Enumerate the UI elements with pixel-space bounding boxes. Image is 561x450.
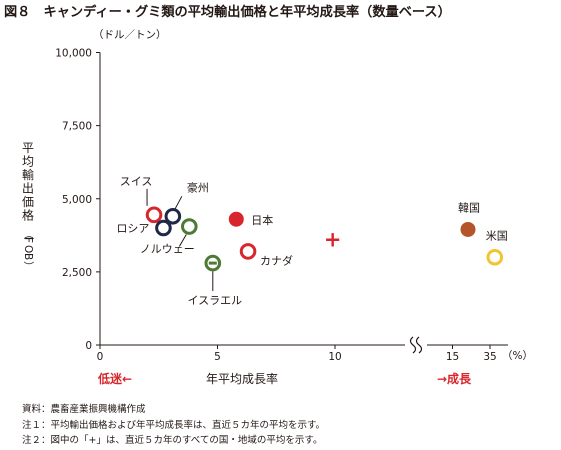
note-1: 注１：平均輸出価格および年平均成長率は、直近５カ年の平均を示す。 — [22, 419, 325, 431]
data-point — [486, 248, 504, 266]
y-axis-title-char: 価 — [22, 195, 34, 209]
point-label: ノルウェー — [140, 243, 195, 256]
x-axis-unit: （%） — [502, 350, 533, 362]
point-label: ロシア — [116, 222, 149, 235]
y-tick-label: 2,500 — [62, 267, 92, 279]
y-tick-label: 0 — [85, 340, 92, 352]
y-axis-title-char: 格 — [22, 208, 34, 223]
note-2: 注２：図中の「+」は、直近５カ年のすべての国・地域の平均を示す。 — [22, 434, 322, 446]
x-tick-label: 5 — [214, 351, 221, 363]
chart-title: 図８ キャンディー・グミ類の平均輸出価格と年平均成長率（数量ベース） — [4, 3, 451, 20]
x-tick-label: 0 — [97, 351, 104, 363]
y-axis-title: 平均輸出価格 （FOB） — [22, 141, 34, 272]
point-label: 米国 — [486, 229, 508, 242]
y-tick-label: 7,500 — [62, 121, 92, 133]
x-tick-label: 35 — [483, 351, 496, 363]
point-label: 韓国 — [458, 201, 480, 214]
y-axis-title-char: （ — [22, 229, 34, 240]
point-label: イスラエル — [187, 294, 242, 307]
point-label: 豪州 — [187, 180, 209, 194]
data-point — [155, 219, 172, 237]
plot-area: 02,5005,0007,50010,000051015202535スイス豪州ロ… — [55, 48, 508, 363]
average-marker: + — [324, 228, 342, 252]
point-label: 日本 — [251, 213, 273, 227]
point-leader-line — [178, 234, 187, 247]
y-axis-title-char: B — [22, 253, 34, 260]
axis-break-mark-left — [409, 336, 417, 354]
y-axis-title-char: O — [22, 245, 34, 253]
x-axis-title: 年平均成長率 — [206, 371, 278, 386]
direction-right-label: →成長 — [437, 371, 472, 386]
y-axis-unit: （ドル／トン） — [93, 29, 167, 41]
y-axis-title-char: ） — [22, 261, 34, 272]
y-axis-title-char: 均 — [22, 155, 34, 169]
data-point — [181, 218, 198, 235]
data-point — [460, 221, 476, 237]
x-tick-label: 10 — [328, 351, 341, 363]
y-axis-title-char: 平 — [22, 141, 34, 155]
data-point — [228, 211, 244, 227]
x-tick-label: 15 — [446, 351, 459, 363]
data-point — [164, 208, 182, 225]
axis-break-mark-right — [415, 336, 423, 354]
data-point — [145, 206, 163, 224]
data-point — [239, 243, 257, 260]
direction-left-label: 低迷← — [97, 371, 132, 386]
point-label: スイス — [120, 175, 153, 188]
y-axis-title-char: 輸 — [22, 167, 34, 182]
y-tick-label: 10,000 — [55, 48, 92, 60]
y-axis-title-char: F — [22, 237, 34, 243]
point-leader-line — [174, 196, 183, 210]
point-label: カナダ — [260, 253, 293, 267]
y-axis-title-char: 出 — [22, 182, 34, 196]
y-tick-label: 5,000 — [62, 194, 92, 206]
source-note: 資料：農畜産業振興機構作成 — [22, 403, 146, 415]
